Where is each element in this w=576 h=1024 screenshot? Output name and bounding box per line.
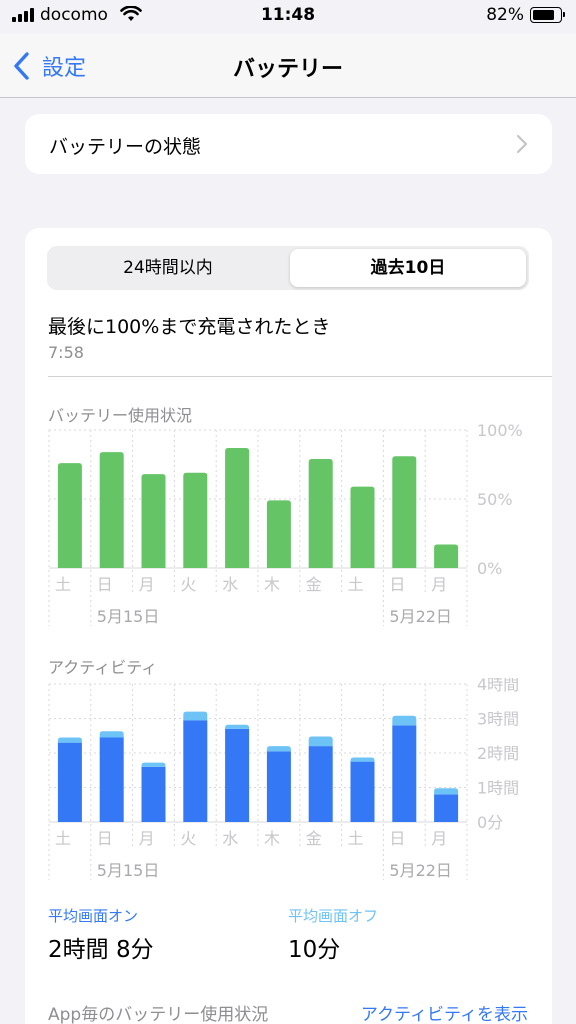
activity-chart-title: アクティビティ (48, 658, 158, 677)
x-tick-label: 土 (348, 575, 364, 594)
chevron-right-icon (516, 134, 528, 154)
x-tick-label: 土 (55, 829, 71, 848)
y-tick-label: 0分 (477, 813, 503, 832)
date-label: 5月22日 (389, 861, 452, 880)
average-screen-on-value: 2時間 8分 (48, 937, 154, 963)
last-charged-time: 7:58 (48, 343, 84, 362)
x-tick-label: 金 (306, 575, 322, 594)
x-tick-label: 月 (139, 829, 155, 848)
date-label: 5月22日 (389, 607, 452, 626)
x-tick-label: 日 (389, 829, 405, 848)
segment-10-days[interactable]: 過去10日 (290, 249, 526, 287)
average-screen-off-label: 平均画面オフ (288, 907, 379, 925)
y-tick-label: 1時間 (477, 779, 519, 798)
x-tick-label: 月 (431, 829, 447, 848)
bar (308, 458, 333, 568)
x-tick-label: 火 (180, 829, 196, 848)
bar (225, 447, 250, 568)
bar-segment (392, 725, 417, 822)
y-tick-label: 2時間 (477, 744, 519, 763)
bar-segment (57, 737, 82, 743)
segment-24-hours[interactable]: 24時間以内 (123, 258, 213, 278)
last-charged-label: 最後に100%まで充電されたとき (48, 316, 331, 338)
bar (183, 472, 208, 568)
battery-health-row[interactable]: バッテリーの状態 (25, 114, 552, 174)
y-tick-label: 4時間 (477, 678, 519, 694)
x-tick-label: 水 (222, 575, 238, 594)
x-tick-label: 月 (431, 575, 447, 594)
average-screen-on-label: 平均画面オン (48, 907, 139, 925)
y-tick-label: 0% (477, 559, 502, 578)
y-tick-label: 100% (477, 424, 523, 440)
time-range-segmented-control: 24時間以内 過去10日 (47, 246, 529, 290)
bar (141, 474, 166, 568)
bar-segment (99, 737, 124, 822)
bar (392, 456, 417, 568)
bar (57, 463, 82, 568)
bar-segment (99, 731, 124, 738)
wifi-icon (120, 6, 142, 21)
bar-segment (225, 728, 250, 822)
x-tick-label: 水 (222, 829, 238, 848)
date-label: 5月15日 (97, 861, 160, 880)
bar-segment (225, 724, 250, 729)
bar (350, 486, 375, 568)
navigation-bar: 設定 バッテリー (0, 34, 576, 98)
x-tick-label: 土 (348, 829, 364, 848)
bar-segment (434, 794, 459, 822)
back-button-label: 設定 (42, 56, 87, 81)
bar-segment (266, 751, 291, 822)
bar-segment (266, 746, 291, 752)
show-activity-link[interactable]: アクティビティを表示 (360, 1005, 528, 1024)
cellular-signal-icon (12, 8, 34, 22)
bar (266, 500, 291, 568)
x-tick-label: 日 (389, 575, 405, 594)
battery-percentage: 82% (486, 5, 524, 25)
bar (99, 452, 124, 568)
bar-segment (183, 720, 208, 822)
x-tick-label: 日 (97, 829, 113, 848)
y-tick-label: 50% (477, 490, 513, 509)
page-title: バッテリー (232, 57, 343, 82)
date-label: 5月15日 (97, 607, 160, 626)
carrier-name: docomo (40, 5, 108, 25)
bar-segment (350, 761, 375, 822)
x-tick-label: 月 (139, 575, 155, 594)
x-tick-label: 木 (264, 575, 280, 594)
battery-health-label: バッテリーの状態 (49, 136, 202, 158)
x-tick-label: 金 (306, 829, 322, 848)
clock: 11:48 (260, 5, 316, 25)
x-tick-label: 土 (55, 575, 71, 594)
chevron-left-icon (14, 52, 29, 80)
x-tick-label: 火 (180, 575, 196, 594)
bar-segment (434, 788, 459, 795)
x-tick-label: 木 (264, 829, 280, 848)
bar-segment (141, 762, 166, 767)
battery-usage-chart-title: バッテリー使用状況 (48, 406, 193, 425)
bar-segment (57, 742, 82, 822)
activity-chart: 4時間 3時間 2時間 1時間 0分土 日 月 火 水 木 金 土 日 月 5月15日 5月22日 (48, 678, 519, 880)
bar-segment (141, 766, 166, 822)
bar-segment (350, 757, 375, 762)
bar-segment (308, 746, 333, 822)
bar-segment (308, 736, 333, 747)
battery-usage-chart: 100% 50% 0% 土 日 月 火 水 木 金 土 日 月 5月15日 5月22日 (48, 424, 523, 626)
battery-icon (530, 7, 565, 23)
average-screen-off-value: 10分 (288, 937, 341, 963)
x-tick-label: 日 (97, 575, 113, 594)
y-tick-label: 3時間 (477, 710, 519, 729)
divider (48, 376, 552, 377)
back-button[interactable]: 設定 (12, 50, 86, 82)
app-usage-label: App毎のバッテリー使用状況 (48, 1005, 269, 1024)
bar (434, 544, 459, 568)
battery-usage-card: 24時間以内 過去10日 最後に100%まで充電されたとき 7:58 バッテリー… (25, 228, 552, 1024)
status-bar: docomo 11:48 82% (0, 0, 576, 34)
bar-segment (392, 715, 417, 726)
bar-segment (183, 711, 208, 721)
